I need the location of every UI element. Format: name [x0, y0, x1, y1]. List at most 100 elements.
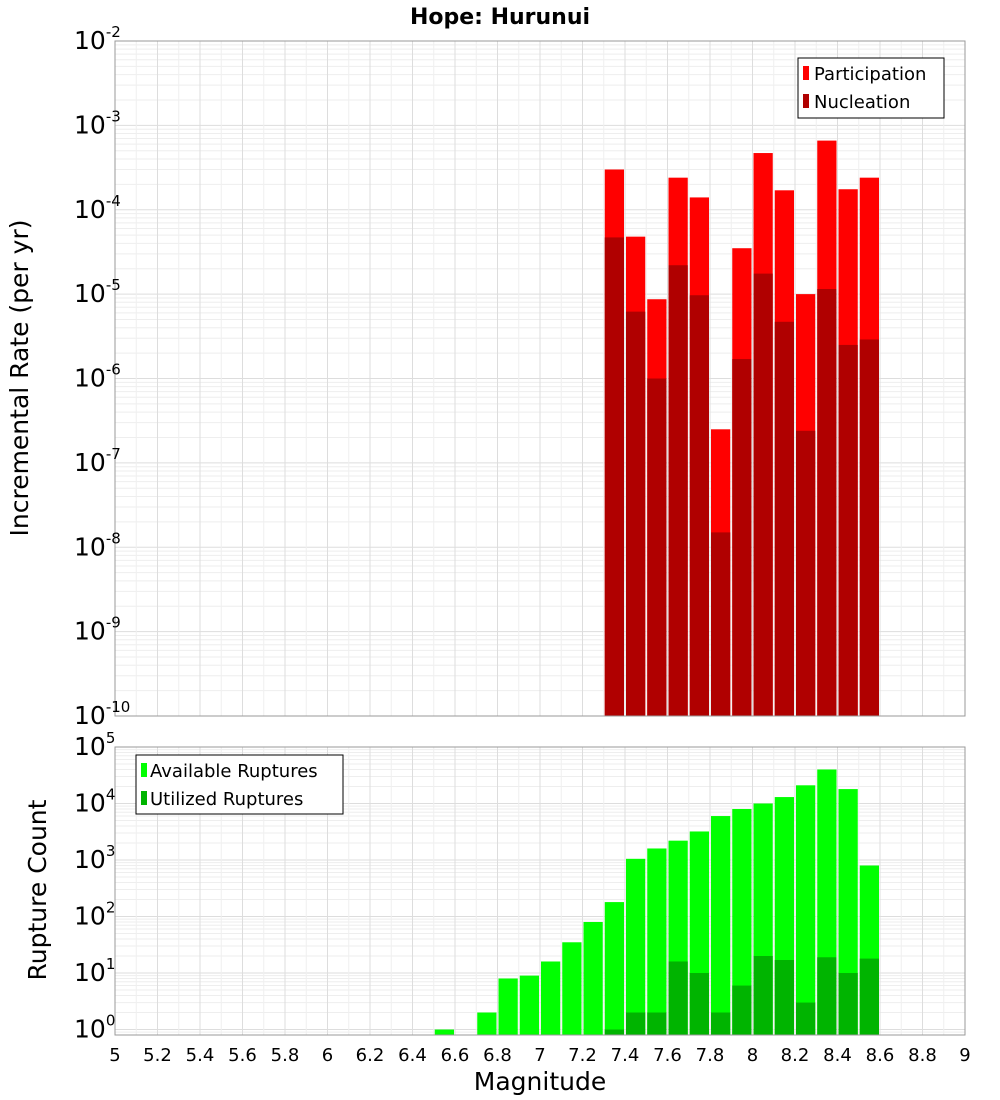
- rate-legend: Participation Nucleation: [797, 57, 945, 119]
- count-legend-box: [135, 754, 344, 815]
- bar-utilized-ruptures-8_25: [796, 1002, 816, 1035]
- bar-available-ruptures-8_25: [796, 785, 816, 1035]
- x-tick-label: 9: [959, 1045, 970, 1066]
- x-tick-label: 7.4: [611, 1045, 640, 1066]
- bar-utilized-ruptures-8_35: [817, 957, 837, 1035]
- x-tick-label: 8.6: [866, 1045, 895, 1066]
- bar-available-ruptures-7_85: [711, 816, 731, 1035]
- y-tick-label: 101: [74, 955, 115, 987]
- y-tick-label: 10-8: [74, 529, 121, 561]
- bar-utilized-ruptures-8_45: [838, 973, 858, 1035]
- bar-nucleation-7_35: [604, 237, 624, 716]
- bar-nucleation-7_95: [732, 359, 752, 716]
- x-tick-label: 7: [534, 1045, 545, 1066]
- x-tick-label: 5.8: [271, 1045, 300, 1066]
- bar-utilized-ruptures-7_55: [647, 1012, 667, 1035]
- bar-nucleation-8_15: [774, 321, 794, 716]
- bar-available-ruptures-7_15: [562, 942, 582, 1035]
- bar-available-ruptures-7_05: [541, 961, 561, 1035]
- y-tick-label: 103: [74, 842, 115, 874]
- bar-utilized-ruptures-7_85: [711, 1012, 731, 1035]
- bar-nucleation-7_65: [668, 265, 688, 716]
- bar-nucleation-8_35: [817, 289, 837, 716]
- y-tick-label: 10-4: [74, 192, 121, 224]
- bar-nucleation-8_55: [859, 339, 879, 716]
- legend-label-nucleation: Nucleation: [814, 92, 910, 113]
- bar-nucleation-7_45: [626, 311, 646, 716]
- bar-available-ruptures-6_85: [498, 978, 518, 1035]
- bar-nucleation-8_25: [796, 430, 816, 716]
- bar-available-ruptures-6_95: [519, 975, 539, 1035]
- rate-legend-box: [797, 57, 945, 119]
- bar-utilized-ruptures-7_35: [604, 1029, 624, 1035]
- y-tick-label: 100: [74, 1012, 115, 1044]
- rate-y-axis-label: Incremental Rate (per yr): [5, 220, 34, 537]
- bar-nucleation-7_85: [711, 532, 731, 716]
- y-tick-label: 10-10: [74, 698, 130, 730]
- x-tick-label: 6.2: [356, 1045, 385, 1066]
- chart-title: Hope: Hurunui: [410, 5, 590, 30]
- legend-label-participation: Participation: [814, 64, 926, 85]
- bar-nucleation-8_05: [753, 273, 773, 716]
- x-tick-label: 5.4: [186, 1045, 215, 1066]
- bar-available-ruptures-7_45: [626, 858, 646, 1035]
- bar-available-ruptures-6_75: [477, 1012, 497, 1035]
- count-y-axis-label: Rupture Count: [23, 799, 52, 980]
- x-tick-label: 5: [109, 1045, 120, 1066]
- bar-utilized-ruptures-8_55: [859, 958, 879, 1035]
- count-legend: Available Ruptures Utilized Ruptures: [135, 754, 344, 815]
- rate-grid: [114, 40, 966, 717]
- bar-nucleation-7_55: [647, 378, 667, 716]
- x-tick-label: 7.2: [568, 1045, 597, 1066]
- legend-swatch-participation: [803, 66, 809, 80]
- x-tick-label: 6.4: [398, 1045, 427, 1066]
- rate-plot-frame: [114, 40, 966, 717]
- bar-available-ruptures-7_55: [647, 848, 667, 1035]
- rate-y-ticks: 10-2 10-3 10-4 10-5 10-6 10-7 10-8 10-9 10-10: [74, 23, 130, 730]
- y-tick-label: 104: [74, 786, 115, 818]
- y-tick-label: 10-5: [74, 276, 121, 308]
- bar-utilized-ruptures-8_05: [753, 956, 773, 1035]
- rate-bars: [604, 140, 879, 717]
- magnitude-x-axis-label: Magnitude: [474, 1067, 606, 1096]
- bar-available-ruptures-7_25: [583, 921, 603, 1035]
- bar-utilized-ruptures-7_65: [668, 961, 688, 1035]
- bar-available-ruptures-7_35: [604, 902, 624, 1035]
- bar-available-ruptures-7_95: [732, 808, 752, 1035]
- y-tick-label: 10-9: [74, 614, 121, 646]
- y-tick-label: 10-6: [74, 361, 121, 393]
- rate-panel: 10-2 10-3 10-4 10-5 10-6 10-7 10-8 10-9 10-10: [74, 23, 966, 730]
- y-tick-label: 10-3: [74, 107, 121, 139]
- count-y-ticks: 105 104 103 102 101 100: [74, 729, 115, 1044]
- legend-swatch-utilized-ruptures: [141, 791, 147, 805]
- y-tick-label: 102: [74, 899, 115, 931]
- legend-label-utilized-ruptures: Utilized Ruptures: [150, 789, 303, 810]
- bar-utilized-ruptures-7_45: [626, 1012, 646, 1035]
- bar-available-ruptures-6_55: [434, 1029, 454, 1035]
- x-tick-label: 6: [322, 1045, 333, 1066]
- x-tick-label: 7.8: [696, 1045, 725, 1066]
- legend-swatch-available-ruptures: [141, 763, 147, 777]
- x-tick-label: 6.6: [441, 1045, 470, 1066]
- x-tick-label: 8: [747, 1045, 758, 1066]
- bar-utilized-ruptures-8_15: [774, 959, 794, 1035]
- bar-utilized-ruptures-7_95: [732, 985, 752, 1035]
- x-tick-label: 5.6: [228, 1045, 257, 1066]
- x-tick-label: 8.4: [823, 1045, 852, 1066]
- bar-utilized-ruptures-7_75: [689, 973, 709, 1035]
- bar-nucleation-8_45: [838, 344, 858, 716]
- x-tick-label: 7.6: [653, 1045, 682, 1066]
- legend-swatch-nucleation: [803, 94, 809, 108]
- count-plot-frame: [114, 746, 966, 1036]
- x-tick-label: 8.8: [908, 1045, 937, 1066]
- x-tick-label: 8.2: [781, 1045, 810, 1066]
- x-tick-label: 5.2: [143, 1045, 172, 1066]
- y-tick-label: 10-7: [74, 445, 121, 477]
- y-tick-label: 10-2: [74, 23, 121, 55]
- x-tick-label: 6.8: [483, 1045, 512, 1066]
- legend-label-available-ruptures: Available Ruptures: [150, 761, 318, 782]
- count-bars: [434, 769, 879, 1035]
- y-tick-label: 105: [74, 729, 115, 761]
- magnitude-x-ticks: 5 5.2 5.4 5.6 5.8 6 6.2 6.4 6.6 6.8 7 7.2 7.4 7.6 7.8 8…: [109, 1045, 970, 1066]
